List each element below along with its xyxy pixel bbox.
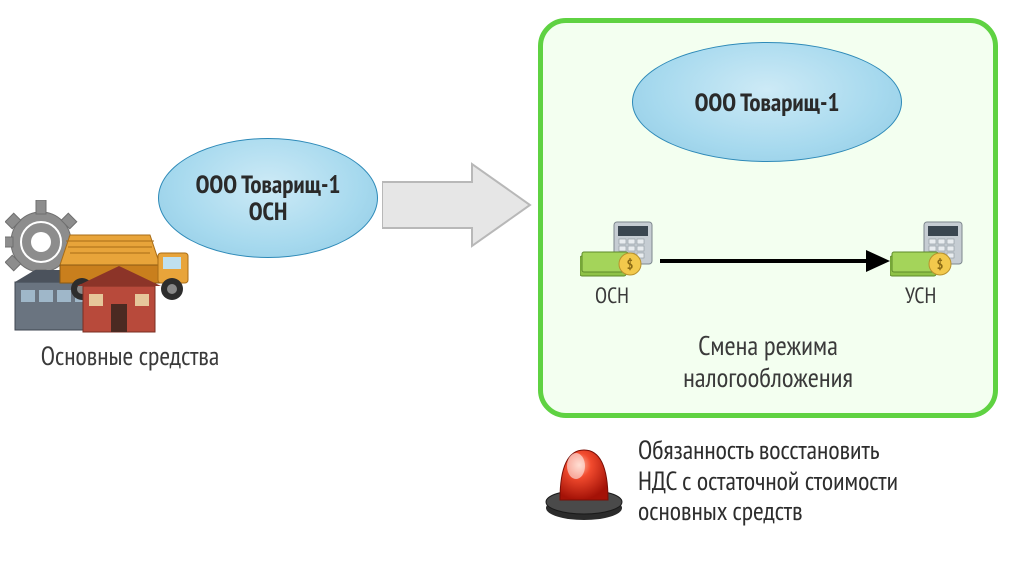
- alert-siren-icon: [542, 440, 627, 522]
- left-ellipse-line1: ООО Товарищ-1: [196, 171, 341, 199]
- panel-caption-line1: Смена режима: [538, 330, 998, 362]
- panel-caption-line2: налогообложения: [538, 362, 998, 394]
- regime-right-label: УСН: [905, 282, 936, 310]
- regime-change-arrow-icon: [660, 248, 890, 274]
- fixed-assets-icon: [5, 200, 200, 340]
- alert-text: Обязанность восстановить НДС с остаточно…: [638, 436, 898, 528]
- alert-text-line3: основных средств: [638, 497, 898, 528]
- alert-text-line2: НДС с остаточной стоимости: [638, 467, 898, 498]
- money-calculator-right-icon: $: [890, 218, 972, 280]
- right-company-ellipse: ООО Товарищ-1: [632, 42, 902, 162]
- panel-caption: Смена режима налогообложения: [538, 330, 998, 395]
- left-ellipse-line2: ОСН: [196, 198, 341, 226]
- regime-left-label: ОСН: [595, 282, 629, 310]
- svg-text:$: $: [937, 255, 944, 273]
- alert-text-line1: Обязанность восстановить: [638, 436, 898, 467]
- money-calculator-left-icon: $: [580, 218, 662, 280]
- svg-text:$: $: [627, 255, 634, 273]
- right-ellipse-text: ООО Товарищ-1: [695, 86, 840, 118]
- transition-arrow-icon: [382, 160, 532, 250]
- fixed-assets-caption: Основные средства: [0, 340, 260, 373]
